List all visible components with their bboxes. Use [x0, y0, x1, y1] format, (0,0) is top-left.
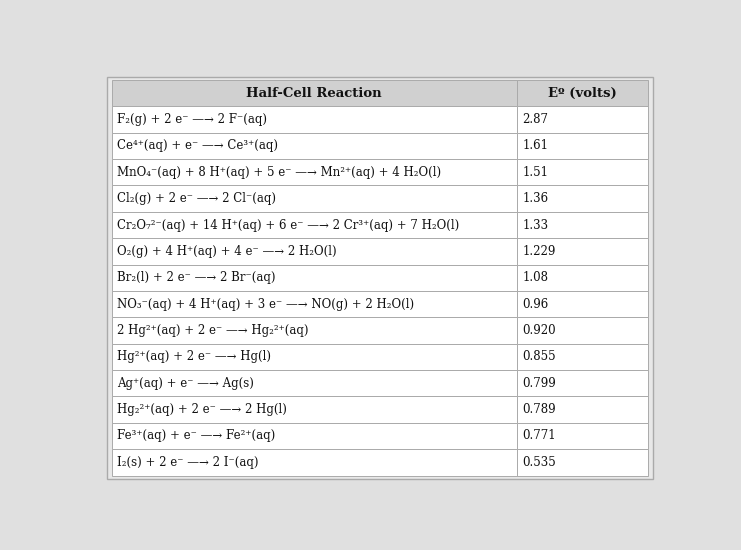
Bar	[516, 106, 648, 133]
Bar	[516, 370, 648, 397]
Text: F₂(g) + 2 e⁻ —→ 2 F⁻(aq): F₂(g) + 2 e⁻ —→ 2 F⁻(aq)	[117, 113, 268, 126]
Bar	[112, 370, 516, 397]
Text: 0.96: 0.96	[522, 298, 548, 311]
Bar	[516, 212, 648, 238]
Text: 0.920: 0.920	[522, 324, 556, 337]
Text: 1.61: 1.61	[522, 139, 548, 152]
Bar	[112, 185, 516, 212]
Bar	[112, 291, 516, 317]
Bar	[112, 397, 516, 423]
Bar	[112, 317, 516, 344]
Bar	[516, 423, 648, 449]
Text: 0.799: 0.799	[522, 377, 556, 390]
Text: 1.33: 1.33	[522, 218, 548, 232]
Text: 2.87: 2.87	[522, 113, 548, 126]
Text: MnO₄⁻(aq) + 8 H⁺(aq) + 5 e⁻ —→ Mn²⁺(aq) + 4 H₂O(l): MnO₄⁻(aq) + 8 H⁺(aq) + 5 e⁻ —→ Mn²⁺(aq) …	[117, 166, 442, 179]
Bar	[516, 265, 648, 291]
Text: NO₃⁻(aq) + 4 H⁺(aq) + 3 e⁻ —→ NO(g) + 2 H₂O(l): NO₃⁻(aq) + 4 H⁺(aq) + 3 e⁻ —→ NO(g) + 2 …	[117, 298, 414, 311]
Text: Br₂(l) + 2 e⁻ —→ 2 Br⁻(aq): Br₂(l) + 2 e⁻ —→ 2 Br⁻(aq)	[117, 271, 276, 284]
Text: Cr₂O₇²⁻(aq) + 14 H⁺(aq) + 6 e⁻ —→ 2 Cr³⁺(aq) + 7 H₂O(l): Cr₂O₇²⁻(aq) + 14 H⁺(aq) + 6 e⁻ —→ 2 Cr³⁺…	[117, 218, 459, 232]
Text: Cl₂(g) + 2 e⁻ —→ 2 Cl⁻(aq): Cl₂(g) + 2 e⁻ —→ 2 Cl⁻(aq)	[117, 192, 276, 205]
Bar	[112, 133, 516, 159]
Text: Half-Cell Reaction: Half-Cell Reaction	[246, 87, 382, 100]
Bar	[112, 212, 516, 238]
Bar	[112, 423, 516, 449]
Bar	[112, 106, 516, 133]
Text: 0.771: 0.771	[522, 430, 556, 442]
Bar	[516, 80, 648, 106]
Text: 1.51: 1.51	[522, 166, 548, 179]
Text: Ce⁴⁺(aq) + e⁻ —→ Ce³⁺(aq): Ce⁴⁺(aq) + e⁻ —→ Ce³⁺(aq)	[117, 139, 279, 152]
Bar	[516, 185, 648, 212]
Text: 0.535: 0.535	[522, 456, 556, 469]
Bar	[516, 238, 648, 265]
Text: 1.08: 1.08	[522, 271, 548, 284]
Bar	[516, 133, 648, 159]
Bar	[112, 238, 516, 265]
Bar	[112, 159, 516, 185]
Text: 1.36: 1.36	[522, 192, 548, 205]
Text: 1.229: 1.229	[522, 245, 556, 258]
Text: O₂(g) + 4 H⁺(aq) + 4 e⁻ —→ 2 H₂O(l): O₂(g) + 4 H⁺(aq) + 4 e⁻ —→ 2 H₂O(l)	[117, 245, 337, 258]
Bar	[112, 449, 516, 476]
Text: Hg₂²⁺(aq) + 2 e⁻ —→ 2 Hg(l): Hg₂²⁺(aq) + 2 e⁻ —→ 2 Hg(l)	[117, 403, 288, 416]
Bar	[516, 291, 648, 317]
Bar	[516, 344, 648, 370]
Text: Eº (volts): Eº (volts)	[548, 87, 617, 100]
Bar	[516, 449, 648, 476]
Bar	[112, 344, 516, 370]
Text: 0.789: 0.789	[522, 403, 556, 416]
Text: 2 Hg²⁺(aq) + 2 e⁻ —→ Hg₂²⁺(aq): 2 Hg²⁺(aq) + 2 e⁻ —→ Hg₂²⁺(aq)	[117, 324, 309, 337]
Bar	[516, 159, 648, 185]
Text: Ag⁺(aq) + e⁻ —→ Ag(s): Ag⁺(aq) + e⁻ —→ Ag(s)	[117, 377, 254, 390]
Bar	[112, 80, 516, 106]
Text: Fe³⁺(aq) + e⁻ —→ Fe²⁺(aq): Fe³⁺(aq) + e⁻ —→ Fe²⁺(aq)	[117, 430, 276, 442]
Text: I₂(s) + 2 e⁻ —→ 2 I⁻(aq): I₂(s) + 2 e⁻ —→ 2 I⁻(aq)	[117, 456, 259, 469]
Bar	[516, 397, 648, 423]
Bar	[516, 317, 648, 344]
Bar	[112, 265, 516, 291]
Text: 0.855: 0.855	[522, 350, 556, 364]
Text: Hg²⁺(aq) + 2 e⁻ —→ Hg(l): Hg²⁺(aq) + 2 e⁻ —→ Hg(l)	[117, 350, 271, 364]
